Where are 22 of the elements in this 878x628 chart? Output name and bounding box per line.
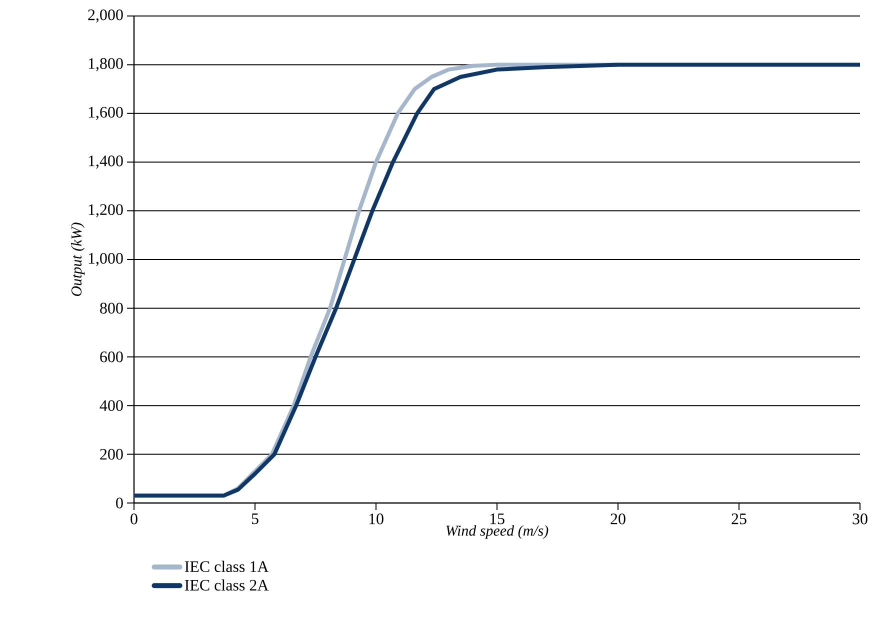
y-tick-label: 200 [100,448,123,460]
y-axis-title: Output (kW) [71,222,85,296]
y-tick-label: 1,800 [88,58,123,72]
x-tick-label: 20 [610,514,626,524]
x-tick-label: 15 [490,514,504,524]
y-tick-label: 1,200 [88,204,123,218]
y-tick-label: 1,400 [88,156,123,169]
x-tick-label: 5 [252,514,258,524]
x-axis-title: Wind speed (m/s) [446,525,548,539]
y-tick-label: 1,000 [88,252,123,266]
x-tick-label: 25 [732,514,746,524]
legend-label: IEC class 2A [184,579,269,591]
x-tick-label: 10 [369,514,384,524]
y-tick-label: 600 [100,351,123,362]
x-tick-label: 0 [130,514,138,524]
y-tick-label: 1,600 [88,106,123,120]
y-tick-label: 2,000 [88,9,123,23]
legend-label: IEC class 1A [184,560,269,572]
y-tick-label: 800 [100,302,123,314]
y-tick-label: 0 [116,498,123,508]
y-tick-label: 400 [100,400,123,411]
x-tick-label: 30 [852,514,868,524]
